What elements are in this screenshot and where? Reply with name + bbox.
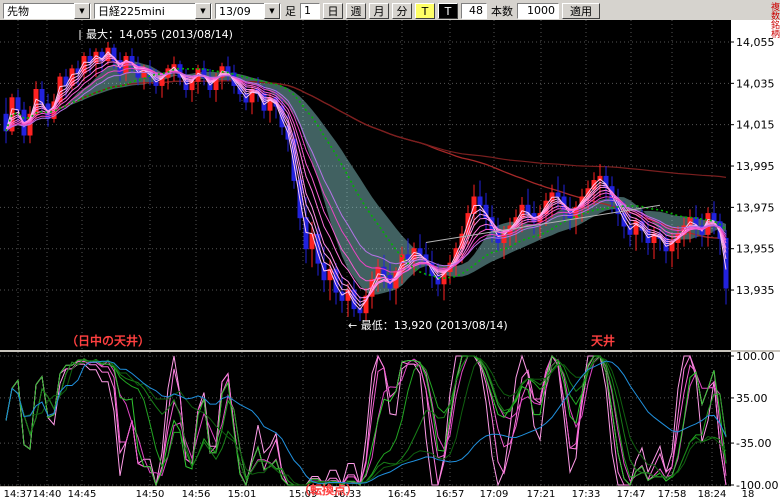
svg-text:14,035: 14,035	[736, 77, 775, 90]
chevron-down-icon[interactable]: ▼	[264, 3, 280, 19]
annotation-turning-point: （転換点）	[298, 483, 359, 497]
chevron-down-icon[interactable]: ▼	[195, 3, 211, 19]
chart-annotations: 最大：14,055 (2013/08/14) ← 最低：13,920 (2013/…	[79, 27, 508, 332]
period-day-button[interactable]: 日	[323, 3, 343, 19]
x-axis-labels: 14:37 14:40 14:45 14:50 14:56 15:01 15:09 16:33…	[4, 489, 755, 500]
chart-background	[0, 20, 780, 500]
svg-text:14:40: 14:40	[33, 489, 62, 500]
svg-text:16:45: 16:45	[388, 489, 417, 500]
svg-text:17:21: 17:21	[527, 489, 556, 500]
bars-label: 本数	[491, 5, 513, 18]
y-axis-labels: 14,055 14,035 14,015 13,995 13,975 13,955 13,9…	[731, 36, 778, 492]
oscillator-layer	[5, 354, 727, 486]
svg-text:14:45: 14:45	[68, 489, 97, 500]
mid-ma-line	[5, 67, 727, 280]
svg-text:17:33: 17:33	[572, 489, 601, 500]
toolbar: 先物 ▼ 日経225mini ▼ 13/09 ▼ 足 1 日 週 月 分 T T…	[0, 0, 780, 22]
trendline	[425, 204, 661, 243]
multi-symbol-button[interactable]: 複数銘柄	[769, 2, 779, 38]
svg-text:14,015: 14,015	[736, 119, 775, 132]
svg-text:13,935: 13,935	[736, 284, 775, 297]
category-select[interactable]: 先物 ▼	[3, 3, 91, 19]
symbol-select-value: 日経225mini	[98, 5, 165, 18]
price-panel	[3, 42, 729, 321]
svg-text:14,055: 14,055	[736, 36, 775, 49]
svg-text:17:09: 17:09	[480, 489, 509, 500]
svg-text:35.00: 35.00	[736, 392, 768, 405]
svg-text:15:09: 15:09	[289, 489, 318, 500]
t-toggle-button[interactable]: T	[438, 3, 458, 19]
contract-month-value: 13/09	[219, 4, 251, 18]
svg-text:18:24: 18:24	[698, 489, 727, 500]
cloud-fill	[6, 61, 726, 295]
ashi-label: 足	[285, 5, 296, 18]
period-minute-button[interactable]: 分	[392, 3, 412, 19]
annotation-intraday-top: （日中の天井）	[66, 334, 151, 348]
svg-text:13,955: 13,955	[736, 243, 775, 256]
svg-text:16:57: 16:57	[436, 489, 465, 500]
chevron-down-icon[interactable]: ▼	[74, 3, 90, 19]
svg-text:17:58: 17:58	[658, 489, 687, 500]
svg-text:-35.00: -35.00	[736, 437, 771, 450]
svg-text:14:50: 14:50	[136, 489, 165, 500]
tick-mode-button[interactable]: T	[415, 3, 435, 19]
y-axis-strip	[731, 20, 780, 500]
ma-ribbon-layer	[5, 51, 727, 311]
period-month-button[interactable]: 月	[369, 3, 389, 19]
svg-text:15:01: 15:01	[228, 489, 257, 500]
svg-text:-100.00: -100.00	[736, 479, 778, 492]
svg-text:13,995: 13,995	[736, 160, 775, 173]
svg-text:14:37: 14:37	[4, 489, 33, 500]
count-display: 48	[461, 3, 487, 19]
svg-text:14:56: 14:56	[182, 489, 211, 500]
category-select-value: 先物	[7, 5, 29, 18]
svg-text:16:33: 16:33	[333, 489, 362, 500]
contract-month-select[interactable]: 13/09 ▼	[215, 3, 281, 19]
high-annotation: 最大：14,055 (2013/08/14)	[86, 27, 233, 41]
svg-text:100.00: 100.00	[736, 350, 775, 363]
chart-area: 14,055 14,035 14,015 13,995 13,975 13,955 13,9…	[0, 20, 780, 500]
annotation-top: 天井	[591, 334, 616, 348]
apply-button[interactable]: 適用	[562, 3, 600, 19]
svg-text:17:47: 17:47	[617, 489, 646, 500]
time-axis-strip	[0, 487, 731, 500]
interval-input[interactable]: 1	[300, 3, 320, 19]
svg-text:13,975: 13,975	[736, 201, 775, 214]
bars-count-input[interactable]: 1000	[517, 3, 559, 19]
low-annotation: ← 最低：13,920 (2013/08/14)	[348, 319, 508, 332]
price-chart-svg[interactable]: 14,055 14,035 14,015 13,995 13,975 13,955 13,9…	[0, 20, 780, 500]
svg-text:18: 18	[742, 489, 755, 500]
symbol-select[interactable]: 日経225mini ▼	[94, 3, 212, 19]
period-week-button[interactable]: 週	[346, 3, 366, 19]
